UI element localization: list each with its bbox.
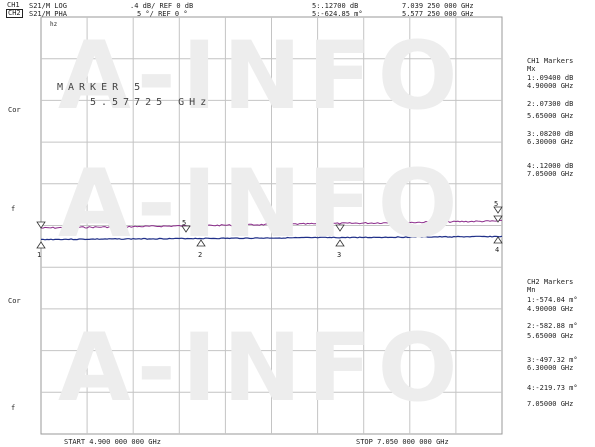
plot-small-label: hz (50, 21, 58, 28)
ch1-marker-1-freq: 4.90000 GHz (527, 82, 574, 90)
ch2-marker-4-freq: 7.05000 GHz (527, 400, 574, 408)
ch2-markers-title: CH2 Markers (527, 278, 574, 286)
watermark-text-top: A-INFO (58, 22, 464, 131)
ch2-marker-3-freq: 6.30000 GHz (527, 364, 574, 372)
marker-3-ch1-symbol (335, 224, 345, 232)
marker-number-5-ch1: 5 (494, 200, 499, 208)
ch2-scale: 5 °/ REF 0 ° (137, 10, 188, 18)
ch2-marker-2-value: 2:-582.88 m° (527, 322, 578, 330)
ch1-active-marker-readout: 5:.12700 dB (312, 2, 359, 10)
watermark-text-middle: A-INFO (58, 150, 464, 259)
ch2-marker-4-value: 4:-219.73 m° (527, 384, 578, 392)
ch2-marker-2-freq: 5.65000 GHz (527, 332, 574, 340)
ch1-marker-4-value: 4:.12000 dB (527, 162, 574, 170)
ch1-tag[interactable]: CH1 (7, 1, 20, 9)
ch2-markers-mode: Mn (527, 286, 536, 294)
ch2-correction-label: Cor (8, 297, 21, 305)
marker-5-ch2-symbol (181, 225, 191, 233)
marker-2-ch1-symbol (196, 225, 206, 233)
ch1-trace (40, 219, 502, 229)
ch1-markers-title: CH1 Markers (527, 57, 574, 65)
ch2-marker-1-freq: 4.90000 GHz (527, 305, 574, 313)
ch1-marker-4-freq: 7.05000 GHz (527, 170, 574, 178)
marker-frequency: 5.57725 GHz (90, 97, 212, 108)
marker-number-2: 2 (198, 251, 203, 259)
ch2-format-label: f (11, 404, 16, 412)
marker-2-ch2-symbol (196, 239, 206, 247)
ch2-marker-1-value: 1:-574.04 m° (527, 296, 578, 304)
graticule (40, 16, 503, 435)
marker-number-1: 1 (37, 251, 42, 259)
ch2-trace (40, 235, 503, 241)
ch2-marker-3-value: 3:-497.32 m° (527, 356, 578, 364)
ch1-correction-label: Cor (8, 106, 21, 114)
ch1-marker-3-value: 3:.08200 dB (527, 130, 574, 138)
marker-1-ch2-symbol (36, 241, 46, 249)
traces (40, 219, 503, 241)
ch1-marker-1-value: 1:.09400 dB (527, 74, 574, 82)
marker-4-ch1-symbol (493, 215, 503, 223)
ch1-scale: .4 dB/ REF 0 dB (130, 2, 194, 10)
marker-5-ch1-symbol (493, 206, 503, 214)
ch2-tag[interactable]: CH2 (6, 9, 23, 18)
ch2-active-marker-readout: 5:-624.85 m° (312, 10, 363, 18)
ch1-trace-format: S21/M LOG (29, 2, 67, 10)
marker-4-ch2-symbol (493, 236, 503, 244)
ch2-active-marker-frequency: 5.577 250 000 GHz (402, 10, 474, 18)
marker-number-3: 3 (337, 251, 342, 259)
marker-title: MARKER 5 (57, 82, 146, 93)
ch2-trace-format: S21/M PHA (29, 10, 67, 18)
ch1-marker-2-value: 2:.07300 dB (527, 100, 574, 108)
marker-number-4: 4 (495, 246, 500, 254)
start-frequency: START 4.900 000 000 GHz (64, 438, 161, 446)
ch1-marker-2-freq: 5.65000 GHz (527, 112, 574, 120)
stop-frequency: STOP 7.050 000 000 GHz (356, 438, 449, 446)
ch1-markers-mode: Mx (527, 65, 536, 73)
marker-symbols (36, 206, 503, 249)
ch1-marker-3-freq: 6.30000 GHz (527, 138, 574, 146)
marker-3-ch2-symbol (335, 239, 345, 247)
marker-1-ch1-symbol (36, 221, 46, 229)
watermark-text-bottom: A-INFO (58, 314, 464, 423)
ch1-format-label: f (11, 205, 16, 213)
ch1-active-marker-frequency: 7.039 250 000 GHz (402, 2, 474, 10)
marker-number-5-ch2: 5 (182, 219, 187, 227)
